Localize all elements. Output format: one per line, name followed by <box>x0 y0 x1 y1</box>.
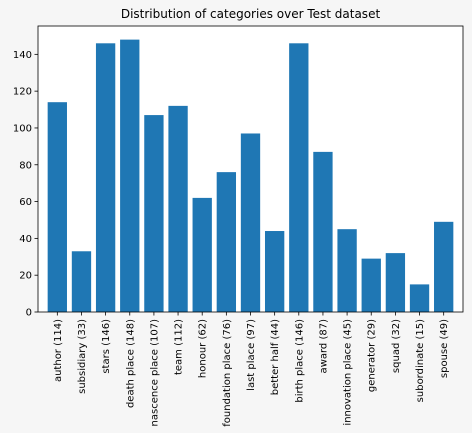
plot-frame <box>37 25 464 313</box>
bar <box>409 284 430 312</box>
x-tick-label: squad (32) <box>391 319 402 373</box>
x-tick-label: better half (44) <box>270 319 281 395</box>
y-tick-label: 100 <box>13 123 32 134</box>
y-tick-label: 40 <box>19 234 32 245</box>
y-tick-label: 20 <box>19 271 32 282</box>
y-tick-label: 120 <box>13 87 32 98</box>
bar <box>434 221 454 312</box>
x-tick-label: death place (148) <box>125 319 136 408</box>
bar <box>313 151 333 312</box>
bar <box>192 197 212 312</box>
x-tick-label: subsidiary (33) <box>77 319 88 394</box>
x-tick-label: generator (29) <box>367 319 378 392</box>
x-tick-label: team (112) <box>174 319 185 375</box>
y-tick-label: 140 <box>13 50 32 61</box>
x-tick-label: foundation place (76) <box>222 319 233 427</box>
x-tick-label: innovation place (45) <box>343 319 354 426</box>
bar <box>71 251 92 312</box>
y-tick-label: 60 <box>19 197 32 208</box>
bar <box>47 102 67 312</box>
bar <box>144 115 164 312</box>
bar <box>361 258 381 312</box>
x-tick-label: honour (62) <box>198 319 209 378</box>
bar <box>337 229 357 312</box>
bar <box>264 231 285 312</box>
x-tick-label: nascence place (107) <box>149 319 160 427</box>
chart-title: Distribution of categories over Test dat… <box>121 7 381 21</box>
bar <box>289 43 309 313</box>
bar <box>385 253 406 312</box>
bar <box>120 39 140 313</box>
x-tick-label: subordinate (15) <box>415 319 426 402</box>
x-tick-label: author (114) <box>53 319 64 382</box>
y-tick-label: 0 <box>26 308 32 319</box>
bar <box>240 133 261 312</box>
x-tick-label: spouse (49) <box>439 319 450 378</box>
x-tick-label: stars (146) <box>101 319 112 374</box>
y-tick-label: 80 <box>19 160 32 171</box>
y-axis: 0 20 40 60 80 100 120 140 <box>13 50 38 319</box>
bars-group <box>47 39 454 313</box>
x-tick-label: last place (97) <box>246 319 257 391</box>
bar <box>168 105 188 313</box>
x-axis: author (114) subsidiary (33) stars (146) de… <box>53 312 450 427</box>
bar <box>216 172 237 312</box>
x-tick-label: award (87) <box>318 319 329 374</box>
bar <box>95 43 116 313</box>
x-tick-label: birth place (146) <box>294 319 305 403</box>
